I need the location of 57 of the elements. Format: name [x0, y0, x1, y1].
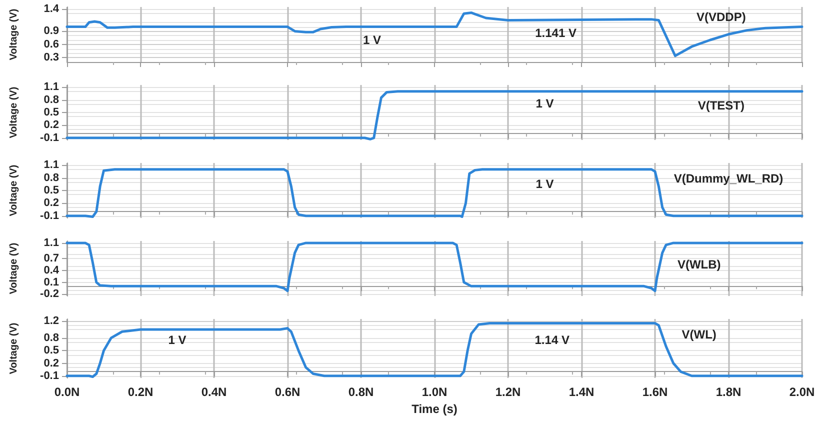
y-axis-title: Voltage (V): [8, 164, 20, 216]
x-tick-label: 0.6N: [274, 385, 300, 399]
y-axis-title: Voltage (V): [8, 322, 20, 374]
y-tick-label: 1.2: [44, 315, 59, 328]
y-tick-label: 1.4: [44, 3, 60, 16]
annotation: 1 V: [363, 33, 382, 47]
y-tick-label: 1.1: [44, 159, 59, 172]
y-tick-label: 0.9: [44, 25, 59, 38]
line-series: [66, 322, 804, 378]
y-tick-label: 0.7: [44, 252, 59, 265]
y-tick-label: 0.6: [44, 38, 59, 50]
x-axis-title: Time (s): [412, 402, 458, 416]
annotation: 1 V: [168, 333, 186, 348]
series-label: V(VDDP): [696, 10, 746, 24]
y-tick-label: 0.8: [44, 332, 59, 344]
y-tick-label: 0.4: [44, 264, 60, 276]
y-tick-label: 0.1: [44, 276, 59, 288]
y-tick-label: -0.2: [40, 288, 59, 300]
annotation: 1 V: [536, 177, 554, 192]
line-series: [66, 90, 804, 140]
y-axis-title: Voltage (V): [8, 86, 20, 138]
y-axis-title: Voltage (V): [8, 242, 20, 294]
x-tick-label: 1.6N: [642, 385, 668, 399]
x-tick-label: 0.0N: [54, 385, 80, 399]
y-tick-label: -0.1: [40, 370, 59, 382]
annotation: 1.141 V: [535, 26, 576, 40]
y-tick-label: 0.2: [44, 357, 59, 370]
x-tick-label: 1.2N: [495, 385, 521, 399]
x-tick-label: 1.0N: [422, 385, 448, 399]
y-tick-label: -0.1: [40, 210, 59, 222]
y-axis-title: Voltage (V): [8, 8, 20, 60]
line-series: [66, 168, 804, 218]
series-label: V(Dummy_WL_RD): [674, 172, 784, 186]
y-tick-label: -0.1: [40, 132, 59, 144]
y-tick-label: 0.8: [44, 172, 59, 184]
series-label: V(WLB): [677, 258, 721, 272]
y-tick-label: 0.2: [44, 119, 59, 132]
y-tick-label: 0.8: [44, 94, 59, 106]
annotation: 1.14 V: [534, 333, 570, 348]
x-tick-label: 1.4N: [568, 385, 594, 399]
series-label: V(WL): [682, 328, 716, 342]
y-tick-label: 0.3: [44, 52, 59, 64]
x-tick-label: 0.2N: [128, 385, 154, 399]
y-tick-label: 0.5: [44, 344, 59, 357]
line-series: [66, 11, 804, 58]
y-tick-label: 1.1: [44, 81, 59, 94]
y-tick-label: 0.2: [44, 197, 59, 210]
series-label: V(TEST): [698, 98, 744, 113]
x-tick-label: 1.8N: [716, 385, 742, 399]
x-tick-label: 2.0N: [789, 385, 815, 399]
y-tick-label: 1.1: [44, 236, 59, 249]
x-tick-label: 0.8N: [348, 385, 374, 399]
annotation: 1 V: [536, 96, 554, 111]
x-tick-label: 0.4N: [201, 385, 227, 399]
y-tick-label: 0.5: [44, 106, 59, 118]
y-tick-label: 0.5: [44, 184, 59, 196]
line-series: [66, 242, 804, 292]
